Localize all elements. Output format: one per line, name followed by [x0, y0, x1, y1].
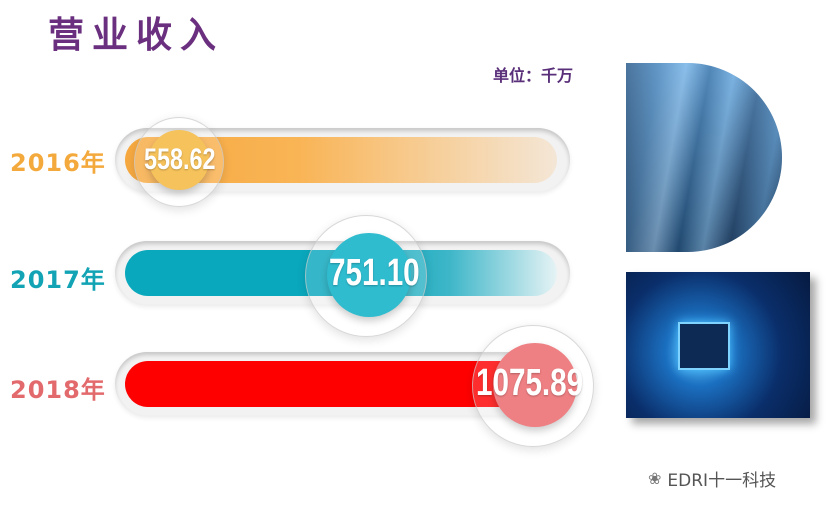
bubble-2018	[493, 343, 577, 427]
bubble-2016	[149, 130, 209, 190]
bubble-2017	[327, 233, 411, 317]
chip-graphic	[678, 322, 730, 370]
watermark-text: EDRI十一科技	[667, 471, 777, 491]
value-label-2018: 1075.89	[476, 362, 584, 404]
year-label-2016: 2016年	[10, 149, 106, 177]
value-label-2016: 558.62	[144, 143, 216, 176]
watermark: ❀ EDRI十一科技	[648, 466, 776, 491]
page-title: 营业收入	[48, 15, 225, 56]
value-label-2017: 751.10	[329, 252, 420, 294]
wechat-icon: ❀	[648, 469, 662, 488]
year-label-2017: 2017年	[10, 266, 106, 294]
unit-label: 单位：千万	[493, 66, 574, 85]
year-label-2018: 2018年	[10, 376, 106, 404]
skyscraper-image	[626, 63, 782, 252]
circuit-board-image	[626, 272, 810, 418]
